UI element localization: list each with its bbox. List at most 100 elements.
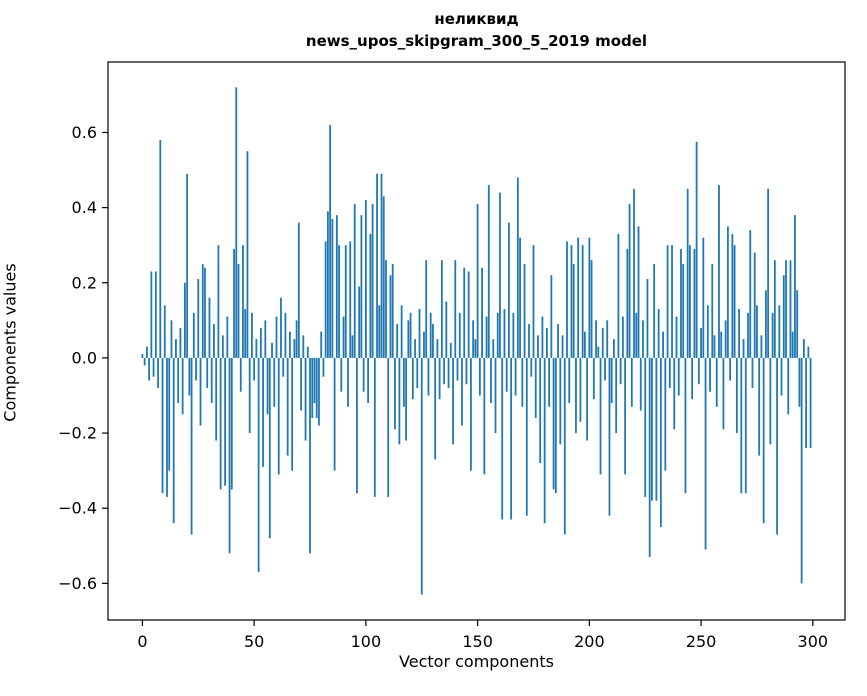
bar <box>588 237 591 358</box>
bar <box>499 192 501 358</box>
bar <box>722 357 725 430</box>
bar <box>664 357 667 471</box>
bar <box>349 241 352 358</box>
bar <box>409 312 412 358</box>
bar <box>344 245 347 358</box>
bar <box>327 211 329 358</box>
bar <box>760 335 763 358</box>
y-ticks-group: −0.6 −0.4 −0.2 0.0 0.2 0.4 0.6 <box>58 123 108 593</box>
bar <box>347 357 349 407</box>
bar <box>595 320 597 358</box>
bar <box>197 279 200 358</box>
bar <box>713 335 716 358</box>
bar <box>429 312 432 358</box>
bar <box>141 354 144 358</box>
bar <box>175 339 177 358</box>
bar <box>237 263 240 358</box>
bar <box>239 357 242 392</box>
bar <box>335 215 338 358</box>
bar <box>145 346 148 358</box>
bar <box>494 357 497 434</box>
bar <box>447 357 450 388</box>
bar <box>324 241 327 358</box>
bar <box>291 357 294 471</box>
bar <box>749 230 752 358</box>
bar <box>195 357 197 381</box>
bar <box>391 263 394 358</box>
bar <box>646 279 649 358</box>
bar <box>601 327 604 358</box>
bar <box>731 233 734 358</box>
bar <box>407 320 410 358</box>
bar <box>152 357 155 377</box>
bar <box>259 327 262 358</box>
bar <box>226 316 229 358</box>
bar <box>289 331 291 358</box>
bar <box>183 282 186 358</box>
bar <box>608 357 611 516</box>
bar <box>161 357 164 494</box>
bar <box>342 316 345 358</box>
bar <box>695 141 698 358</box>
bar <box>657 309 660 358</box>
bar <box>780 357 783 396</box>
bar <box>735 357 738 434</box>
bar <box>651 357 653 501</box>
bar <box>492 339 495 358</box>
bar <box>659 357 662 527</box>
bar <box>282 357 285 377</box>
bar <box>648 357 651 558</box>
bar <box>550 275 553 358</box>
x-tick-label: 300 <box>798 632 829 651</box>
bar <box>805 357 808 449</box>
bar <box>432 324 434 358</box>
bar <box>434 357 437 460</box>
bar <box>215 357 218 441</box>
bar <box>373 357 376 497</box>
bar <box>490 357 492 403</box>
bar <box>724 320 727 358</box>
bar <box>418 309 421 358</box>
bar <box>570 245 573 358</box>
bar <box>304 357 307 441</box>
bar <box>201 263 204 358</box>
bar <box>438 357 441 400</box>
bar <box>255 339 258 358</box>
bar <box>425 260 428 358</box>
bar <box>340 357 343 392</box>
bar <box>671 245 673 358</box>
x-tick-label: 50 <box>244 632 264 651</box>
bar <box>186 173 188 358</box>
y-tick-label: 0.4 <box>72 198 97 217</box>
x-tick-label: 150 <box>462 632 493 651</box>
bar <box>546 327 548 358</box>
bar <box>163 305 166 358</box>
bar <box>210 357 213 403</box>
bar <box>756 305 758 358</box>
bar <box>481 267 483 358</box>
bar <box>257 357 260 573</box>
bar <box>787 357 790 415</box>
bar <box>414 339 416 358</box>
bar <box>217 245 220 358</box>
bar <box>405 357 407 441</box>
bar <box>181 357 184 415</box>
bar <box>154 271 157 358</box>
bar <box>554 357 557 494</box>
bar <box>704 357 707 550</box>
bar <box>199 357 202 426</box>
bar <box>329 124 332 358</box>
bar <box>666 245 669 358</box>
bar <box>467 271 470 358</box>
bar <box>628 203 631 358</box>
bar <box>617 233 620 358</box>
bar <box>382 196 385 358</box>
bars-group <box>141 87 812 595</box>
bar <box>387 357 390 497</box>
bar <box>539 357 542 464</box>
bar <box>208 297 211 358</box>
bar <box>378 305 381 358</box>
bar <box>624 357 626 475</box>
bar <box>423 331 425 358</box>
bar <box>682 263 685 358</box>
